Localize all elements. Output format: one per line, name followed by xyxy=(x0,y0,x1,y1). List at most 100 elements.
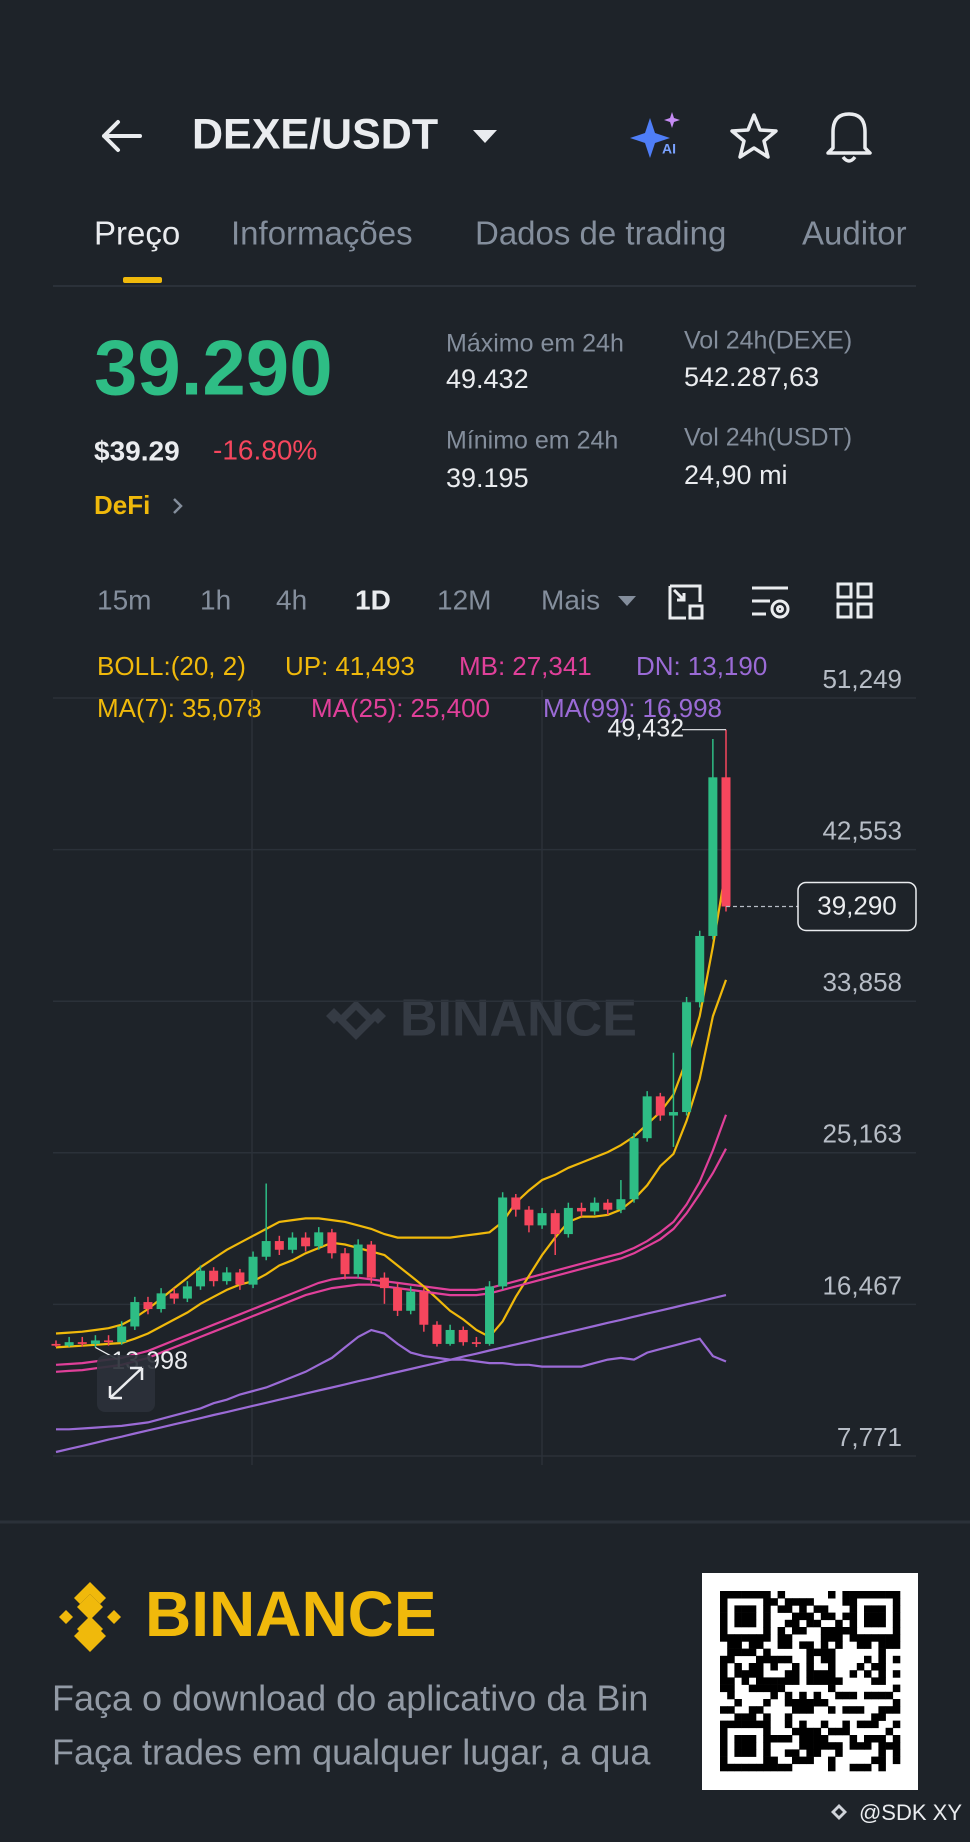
qr-module xyxy=(799,1756,807,1765)
qr-module xyxy=(748,1684,757,1693)
qr-module xyxy=(892,1720,901,1729)
legend-value: 27,341 xyxy=(512,651,592,681)
qr-module xyxy=(842,1727,850,1736)
qr-module xyxy=(856,1720,865,1729)
chart-tool-icons[interactable] xyxy=(668,582,873,620)
qr-module xyxy=(720,1634,728,1642)
qr-module xyxy=(828,1763,836,1772)
footer-text: Faça o download do aplicativo da Bin xyxy=(52,1678,648,1719)
high-marker-label: 49,432 xyxy=(608,714,684,742)
qr-module xyxy=(835,1727,843,1736)
qr-module xyxy=(763,1612,771,1621)
qr-module xyxy=(849,1598,858,1606)
qr-module xyxy=(871,1713,879,1721)
timeframe-active[interactable]: 1D xyxy=(355,584,391,615)
qr-module xyxy=(734,1619,742,1628)
qr-module xyxy=(734,1591,742,1599)
qr-module xyxy=(878,1670,886,1678)
qr-module xyxy=(849,1735,858,1743)
category-tag[interactable]: DeFi xyxy=(94,490,150,520)
qr-module xyxy=(885,1691,894,1700)
qr-module xyxy=(892,1598,901,1606)
qr-module xyxy=(806,1641,814,1649)
legend-value: 13,190 xyxy=(688,651,768,681)
qr-module xyxy=(885,1641,894,1649)
qr-module xyxy=(777,1627,786,1635)
qr-module xyxy=(756,1720,764,1729)
qr-module xyxy=(727,1677,735,1685)
qr-module xyxy=(741,1735,750,1743)
tab[interactable]: Preço xyxy=(94,215,180,252)
timeframe[interactable]: 4h xyxy=(276,584,307,615)
candle-body xyxy=(432,1324,442,1344)
qr-module xyxy=(784,1749,793,1757)
qr-module xyxy=(828,1655,836,1664)
qr-module xyxy=(720,1605,728,1613)
qr-module xyxy=(763,1727,771,1736)
qr-module xyxy=(748,1641,757,1649)
qr-module xyxy=(856,1641,865,1649)
qr-module xyxy=(892,1735,901,1743)
current-price-label: 39,290 xyxy=(817,890,897,920)
pair-dropdown[interactable] xyxy=(473,130,497,143)
qr-module xyxy=(806,1663,814,1671)
qr-module xyxy=(763,1591,771,1599)
ai-button[interactable]: AI xyxy=(630,112,680,158)
qr-module xyxy=(770,1763,778,1772)
qr-module xyxy=(792,1727,800,1736)
alert-button[interactable] xyxy=(826,112,872,163)
back-button[interactable] xyxy=(102,120,142,152)
qr-module xyxy=(763,1699,771,1707)
candle-body xyxy=(616,1199,626,1210)
qr-module xyxy=(878,1763,886,1772)
qr-module xyxy=(878,1655,886,1664)
qr-module xyxy=(720,1756,728,1765)
qr-module xyxy=(806,1670,814,1678)
qr-module xyxy=(849,1742,858,1750)
qr-module xyxy=(799,1727,807,1736)
qr-module xyxy=(763,1742,771,1750)
qr-module xyxy=(820,1677,829,1685)
qr-module xyxy=(878,1756,886,1765)
candle-body xyxy=(261,1241,271,1257)
qr-module xyxy=(748,1763,757,1772)
tab[interactable]: Dados de trading xyxy=(475,215,726,252)
favorite-button[interactable] xyxy=(730,113,778,159)
qr-module xyxy=(777,1591,786,1599)
qr-module xyxy=(784,1634,793,1642)
timeframe[interactable]: 1h xyxy=(200,584,231,615)
qr-module xyxy=(878,1612,886,1621)
qr-module xyxy=(727,1634,735,1642)
expand-button[interactable] xyxy=(97,1355,155,1412)
qr-module xyxy=(720,1670,728,1678)
qr-module xyxy=(748,1663,757,1671)
timeframe[interactable]: 12M xyxy=(437,584,491,615)
qr-module xyxy=(835,1691,843,1700)
qr-module xyxy=(871,1605,879,1613)
qr-module xyxy=(828,1670,836,1678)
candle-body xyxy=(393,1288,403,1311)
qr-module xyxy=(835,1627,843,1635)
y-tick-label: 16,467 xyxy=(822,1270,902,1300)
qr-module xyxy=(792,1677,800,1685)
qr-module xyxy=(763,1598,771,1606)
indicator-line xyxy=(55,979,728,1349)
tab[interactable]: Informações xyxy=(231,215,413,252)
qr-module xyxy=(864,1612,872,1621)
qr-module xyxy=(806,1727,814,1736)
qr-module xyxy=(820,1627,829,1635)
timeframe-more[interactable]: Mais xyxy=(541,584,600,615)
qr-module xyxy=(864,1670,872,1678)
qr-module xyxy=(784,1641,793,1649)
timeframe[interactable]: 15m xyxy=(97,584,151,615)
qr-module xyxy=(720,1627,728,1635)
pair-title[interactable]: DEXE/USDT xyxy=(192,110,438,158)
qr-module xyxy=(748,1749,757,1757)
candle-body xyxy=(182,1286,192,1299)
qr-module xyxy=(720,1735,728,1743)
candle-body xyxy=(524,1209,534,1226)
candle-body xyxy=(419,1291,429,1325)
qr-module xyxy=(784,1677,793,1685)
tab[interactable]: Auditor xyxy=(802,215,907,252)
y-tick-label: 33,858 xyxy=(822,967,902,997)
